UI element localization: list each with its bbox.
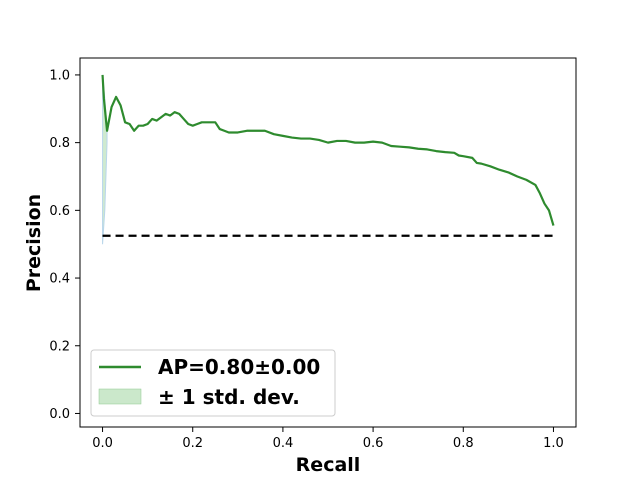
y-tick-label: 1.0 [49,68,70,83]
x-ticks: 0.0 0.2 0.4 0.6 0.8 1.0 [92,427,564,451]
x-tick-label: 1.0 [543,436,564,451]
legend: AP=0.80±0.00 ± 1 std. dev. [90,349,336,417]
y-axis-label: Precision [23,194,45,292]
legend-box [90,349,336,417]
x-tick-label: 0.8 [453,436,474,451]
legend-entry-std-dev: ± 1 std. dev. [158,385,300,409]
x-axis-label: Recall [296,454,361,476]
series-layer [101,74,555,237]
plot-frame [79,57,577,428]
legend-entry-ap: AP=0.80±0.00 [158,355,320,379]
x-tick-label: 0.4 [273,436,294,451]
y-tick-label: 0.0 [49,407,70,422]
y-tick-label: 0.8 [49,136,70,151]
x-tick-label: 0.0 [92,436,113,451]
precision-recall-curve [101,74,555,226]
x-tick-label: 0.6 [363,436,384,451]
x-tick-label: 0.2 [182,436,203,451]
legend-band-swatch [98,388,142,405]
y-tick-label: 0.6 [49,204,70,219]
y-tick-label: 0.4 [49,272,70,287]
y-tick-label: 0.2 [49,339,70,354]
y-ticks: 0.0 0.2 0.4 0.6 0.8 1.0 [49,68,80,422]
